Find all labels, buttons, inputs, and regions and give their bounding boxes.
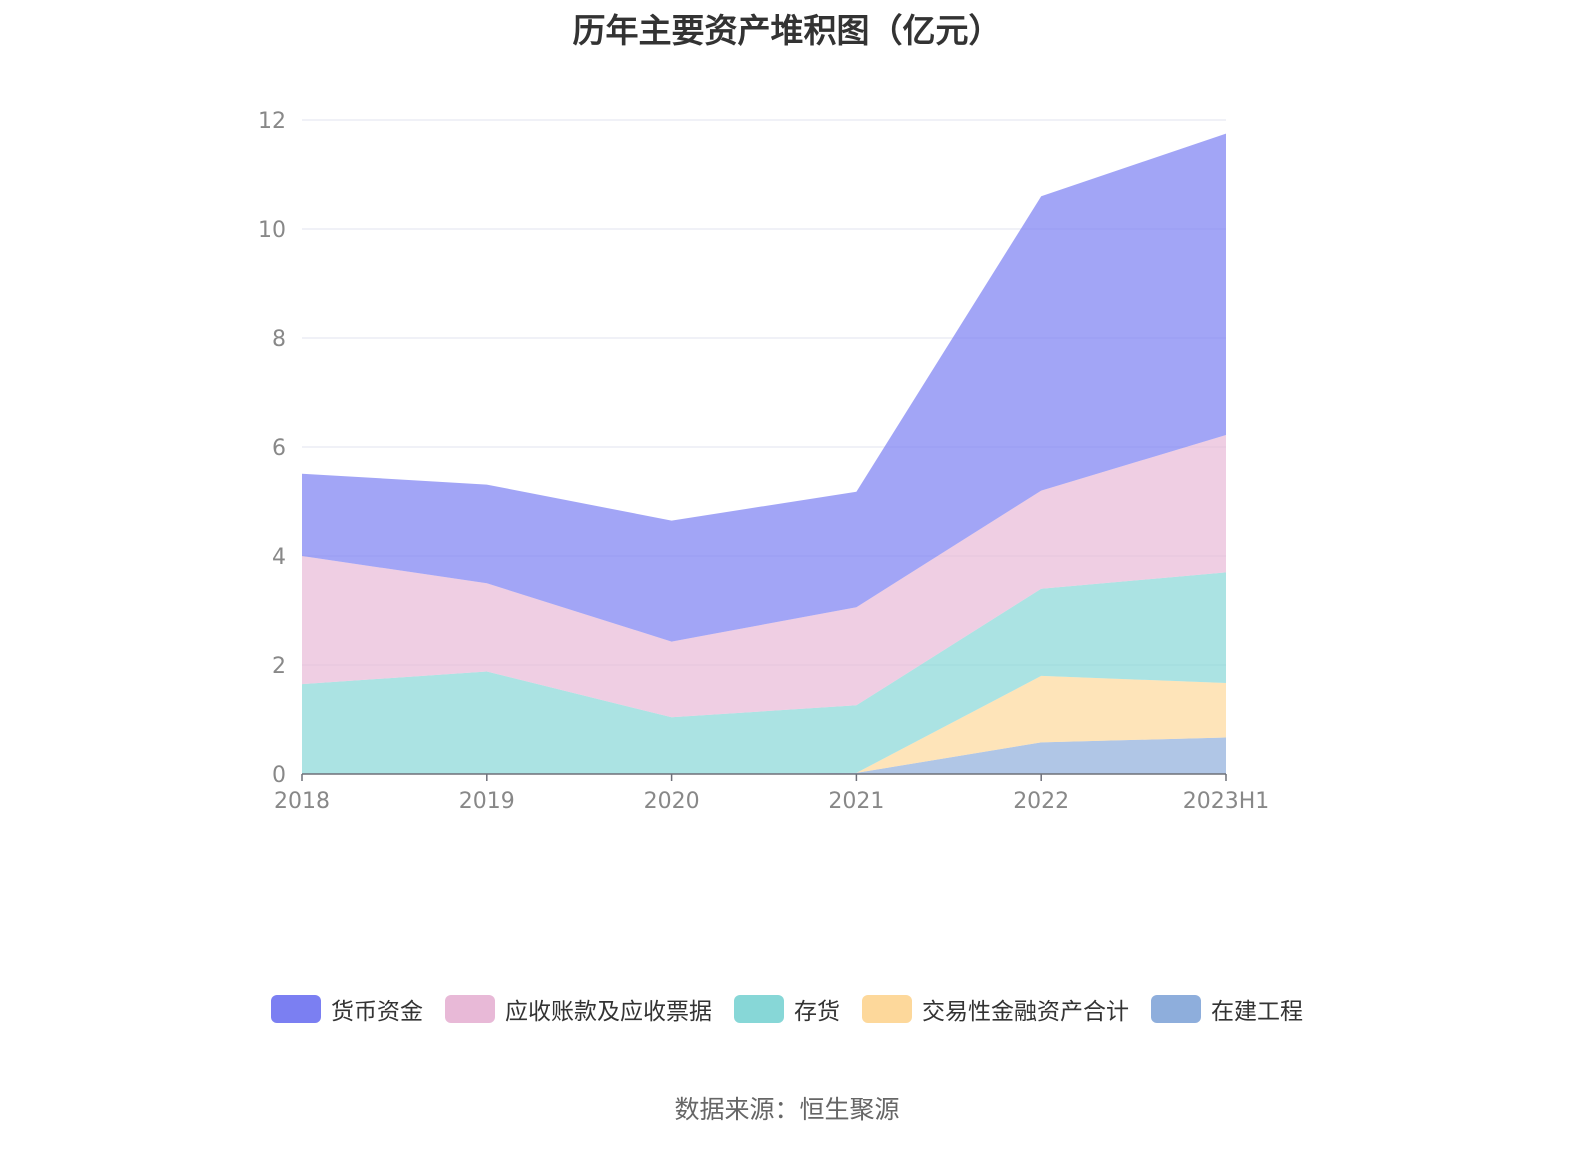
x-tick-label-0: 2018	[274, 789, 330, 814]
y-tick-label-4: 8	[272, 327, 286, 352]
legend-swatch-0	[271, 995, 321, 1023]
x-tick-label-5: 2023H1	[1183, 789, 1270, 814]
y-tick-label-3: 6	[272, 436, 286, 461]
legend: 货币资金 应收账款及应收票据 存货 交易性金融资产合计 在建工程	[0, 992, 1574, 1026]
x-tick-label-3: 2021	[828, 789, 884, 814]
y-tick-label-1: 2	[272, 654, 286, 679]
legend-swatch-4	[1151, 995, 1201, 1023]
chart-title: 历年主要资产堆积图（亿元）	[572, 11, 1002, 50]
legend-swatch-2	[734, 995, 784, 1023]
legend-label-4: 在建工程	[1211, 999, 1303, 1025]
legend-item-1[interactable]: 应收账款及应收票据	[445, 992, 712, 1026]
legend-swatch-3	[862, 995, 912, 1023]
y-tick-label-6: 12	[258, 109, 286, 134]
legend-label-0: 货币资金	[331, 999, 423, 1025]
y-tick-label-5: 10	[258, 218, 286, 243]
legend-item-0[interactable]: 货币资金	[271, 992, 423, 1026]
area-series-1	[302, 675, 1226, 774]
legend-label-1: 应收账款及应收票据	[505, 999, 712, 1025]
y-tick-label-0: 0	[272, 763, 286, 788]
x-tick-label-2: 2020	[644, 789, 700, 814]
area-series	[302, 133, 1226, 774]
y-tick-label-2: 4	[272, 545, 286, 570]
area-series-4	[302, 133, 1226, 642]
x-tick-label-4: 2022	[1013, 789, 1069, 814]
x-tick-label-1: 2019	[459, 789, 515, 814]
source-note: 数据来源：恒生聚源	[674, 1095, 900, 1124]
legend-item-2[interactable]: 存货	[734, 992, 840, 1026]
legend-item-4[interactable]: 在建工程	[1151, 992, 1303, 1026]
area-series-0	[302, 737, 1226, 774]
legend-swatch-1	[445, 995, 495, 1023]
area-series-2	[302, 572, 1226, 774]
area-series-3	[302, 435, 1226, 718]
legend-label-2: 存货	[794, 999, 840, 1025]
axes: 0 2 4 6 8 10 12 2018 2019 2020 2021 2022 2023H1	[258, 109, 1269, 814]
legend-label-3: 交易性金融资产合计	[922, 999, 1129, 1025]
legend-item-3[interactable]: 交易性金融资产合计	[862, 992, 1129, 1026]
